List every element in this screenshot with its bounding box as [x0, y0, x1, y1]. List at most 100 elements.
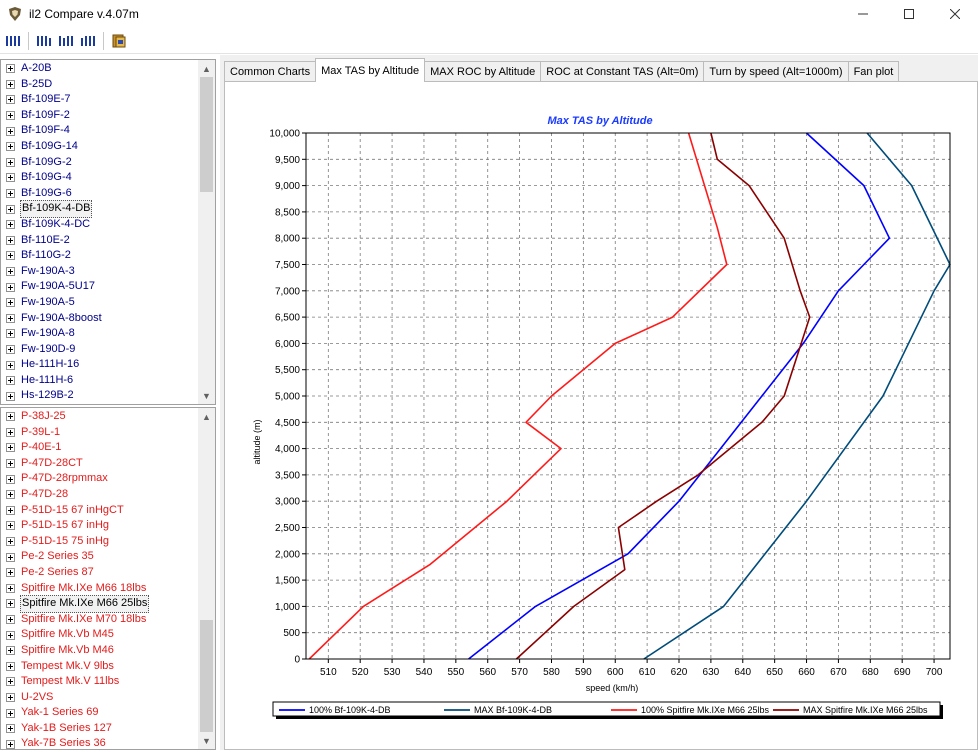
list-item-axis-he-111h-16[interactable]: He-111H-16 — [1, 357, 199, 373]
list-item-axis-bf-109k-4-db[interactable]: Bf-109K-4-DB — [1, 200, 199, 218]
list-item-axis-bf-109g-6[interactable]: Bf-109G-6 — [1, 186, 199, 202]
expand-plus-icon[interactable] — [6, 282, 15, 292]
list-item-allied-p-47d-28[interactable]: P-47D-28 — [1, 487, 199, 503]
expand-plus-icon[interactable] — [6, 344, 15, 354]
expand-plus-icon[interactable] — [6, 235, 15, 245]
list-item-axis-bf-109k-4-dc[interactable]: Bf-109K-4-DC — [1, 217, 199, 233]
scroll-up-icon[interactable]: ▲ — [202, 63, 211, 74]
expand-plus-icon[interactable] — [6, 157, 15, 167]
list-item-allied-pe-2-series-87[interactable]: Pe-2 Series 87 — [1, 565, 199, 581]
list-item-allied-p-51d-15-67-inhgct[interactable]: P-51D-15 67 inHgCT — [1, 503, 199, 519]
expand-plus-icon[interactable] — [6, 630, 15, 640]
expand-plus-icon[interactable] — [6, 474, 15, 484]
list-item-axis-fw-190a-5u17[interactable]: Fw-190A-5U17 — [1, 279, 199, 295]
list-item-allied-p-51d-15-75-inhg[interactable]: P-51D-15 75 inHg — [1, 534, 199, 550]
expand-plus-icon[interactable] — [6, 142, 15, 152]
expand-plus-icon[interactable] — [6, 64, 15, 74]
list-item-axis-bf-109e-7[interactable]: Bf-109E-7 — [1, 92, 199, 108]
expand-plus-icon[interactable] — [6, 521, 15, 531]
list-item-allied-spitfire-mk-ixe-m66-18lbs[interactable]: Spitfire Mk.IXe M66 18lbs — [1, 581, 199, 597]
expand-plus-icon[interactable] — [6, 677, 15, 687]
expand-plus-icon[interactable] — [6, 661, 15, 671]
list-item-allied-yak-7b-series-36[interactable]: Yak-7B Series 36 — [1, 736, 199, 749]
list-item-allied-p-40e-1[interactable]: P-40E-1 — [1, 440, 199, 456]
expand-plus-icon[interactable] — [6, 95, 15, 105]
tab-turn-by-speed-alt-1000m[interactable]: Turn by speed (Alt=1000m) — [703, 61, 849, 82]
tab-max-roc-by-altitude[interactable]: MAX ROC by Altitude — [424, 61, 542, 82]
expand-plus-icon[interactable] — [6, 360, 15, 370]
axis-plane-list[interactable]: A-20B B-25D Bf-109E-7 Bf-109F-2 Bf-109F-4 Bf-… — [0, 59, 216, 405]
expand-plus-icon[interactable] — [6, 126, 15, 136]
expand-plus-icon[interactable] — [6, 692, 15, 702]
expand-plus-icon[interactable] — [6, 189, 15, 199]
expand-plus-icon[interactable] — [6, 739, 15, 749]
expand-plus-icon[interactable] — [6, 298, 15, 308]
list-item-axis-bf-109f-4[interactable]: Bf-109F-4 — [1, 123, 199, 139]
expand-plus-icon[interactable] — [6, 251, 15, 261]
scroll-thumb[interactable] — [200, 620, 213, 732]
list-item-axis-fw-190a-8[interactable]: Fw-190A-8 — [1, 326, 199, 342]
expand-plus-icon[interactable] — [6, 459, 15, 469]
list-item-axis-bf-109f-2[interactable]: Bf-109F-2 — [1, 108, 199, 124]
expand-plus-icon[interactable] — [6, 646, 15, 656]
list-item-allied-spitfire-mk-vb-m45[interactable]: Spitfire Mk.Vb M45 — [1, 627, 199, 643]
tab-max-tas-by-altitude[interactable]: Max TAS by Altitude — [315, 58, 426, 82]
list-item-axis-a-20b[interactable]: A-20B — [1, 61, 199, 77]
expand-plus-icon[interactable] — [6, 220, 15, 230]
list-item-axis-bf-109g-2[interactable]: Bf-109G-2 — [1, 155, 199, 171]
list-item-allied-pe-2-series-35[interactable]: Pe-2 Series 35 — [1, 549, 199, 565]
expand-plus-icon[interactable] — [6, 583, 15, 593]
list-item-axis-bf-109g-14[interactable]: Bf-109G-14 — [1, 139, 199, 155]
list-item-allied-spitfire-mk-ixe-m70-18lbs[interactable]: Spitfire Mk.IXe M70 18lbs — [1, 612, 199, 628]
list-item-allied-p-47d-28ct[interactable]: P-47D-28CT — [1, 456, 199, 472]
expand-plus-icon[interactable] — [6, 505, 15, 515]
list-item-allied-yak-1b-series-127[interactable]: Yak-1B Series 127 — [1, 721, 199, 737]
export-icon[interactable] — [108, 31, 130, 51]
list-item-allied-tempest-mk-v-9lbs[interactable]: Tempest Mk.V 9lbs — [1, 659, 199, 675]
scroll-thumb[interactable] — [200, 77, 213, 192]
list-item-allied-p-51d-15-67-inhg[interactable]: P-51D-15 67 inHg — [1, 518, 199, 534]
expand-plus-icon[interactable] — [6, 329, 15, 339]
expand-plus-icon[interactable] — [6, 173, 15, 183]
expand-plus-icon[interactable] — [6, 615, 15, 625]
expand-plus-icon[interactable] — [6, 267, 15, 277]
allied-plane-list[interactable]: P-38J-25 P-39L-1 P-40E-1 P-47D-28CT P-47D-28… — [0, 407, 216, 750]
scroll-down-icon[interactable]: ▼ — [202, 735, 211, 746]
close-icon[interactable] — [932, 0, 978, 28]
layout-3-icon[interactable] — [55, 31, 77, 51]
scroll-down-icon[interactable]: ▼ — [202, 390, 211, 401]
expand-plus-icon[interactable] — [6, 376, 15, 386]
list-item-allied-u-2vs[interactable]: U-2VS — [1, 690, 199, 706]
list-item-allied-p-39l-1[interactable]: P-39L-1 — [1, 425, 199, 441]
list-item-axis-bf-110g-2[interactable]: Bf-110G-2 — [1, 248, 199, 264]
expand-plus-icon[interactable] — [6, 427, 15, 437]
minimize-icon[interactable] — [840, 0, 886, 28]
list-item-axis-b-25d[interactable]: B-25D — [1, 77, 199, 93]
expand-plus-icon[interactable] — [6, 391, 15, 401]
allied-list-scrollbar[interactable]: ▲ ▼ — [198, 408, 215, 749]
list-item-allied-p-47d-28rpmmax[interactable]: P-47D-28rpmmax — [1, 471, 199, 487]
expand-plus-icon[interactable] — [6, 708, 15, 718]
expand-plus-icon[interactable] — [6, 313, 15, 323]
scroll-up-icon[interactable]: ▲ — [202, 411, 211, 422]
expand-plus-icon[interactable] — [6, 204, 15, 214]
list-item-allied-spitfire-mk-vb-m46[interactable]: Spitfire Mk.Vb M46 — [1, 643, 199, 659]
list-item-axis-hs-129b-2[interactable]: Hs-129B-2 — [1, 388, 199, 404]
list-item-axis-fw-190a-8boost[interactable]: Fw-190A-8boost — [1, 311, 199, 327]
list-item-allied-spitfire-mk-ixe-m66-25lbs[interactable]: Spitfire Mk.IXe M66 25lbs — [1, 595, 199, 613]
expand-plus-icon[interactable] — [6, 490, 15, 500]
list-item-allied-p-38j-25[interactable]: P-38J-25 — [1, 409, 199, 425]
expand-plus-icon[interactable] — [6, 111, 15, 121]
expand-plus-icon[interactable] — [6, 599, 15, 609]
tab-common-charts[interactable]: Common Charts — [224, 61, 317, 82]
list-item-axis-bf-110e-2[interactable]: Bf-110E-2 — [1, 233, 199, 249]
expand-plus-icon[interactable] — [6, 443, 15, 453]
list-item-allied-yak-1-series-69[interactable]: Yak-1 Series 69 — [1, 705, 199, 721]
axis-list-scrollbar[interactable]: ▲ ▼ — [198, 60, 215, 404]
layout-1-icon[interactable] — [2, 31, 24, 51]
list-item-axis-fw-190a-3[interactable]: Fw-190A-3 — [1, 264, 199, 280]
expand-plus-icon[interactable] — [6, 537, 15, 547]
expand-plus-icon[interactable] — [6, 79, 15, 89]
list-item-axis-he-111h-6[interactable]: He-111H-6 — [1, 373, 199, 389]
expand-plus-icon[interactable] — [6, 552, 15, 562]
